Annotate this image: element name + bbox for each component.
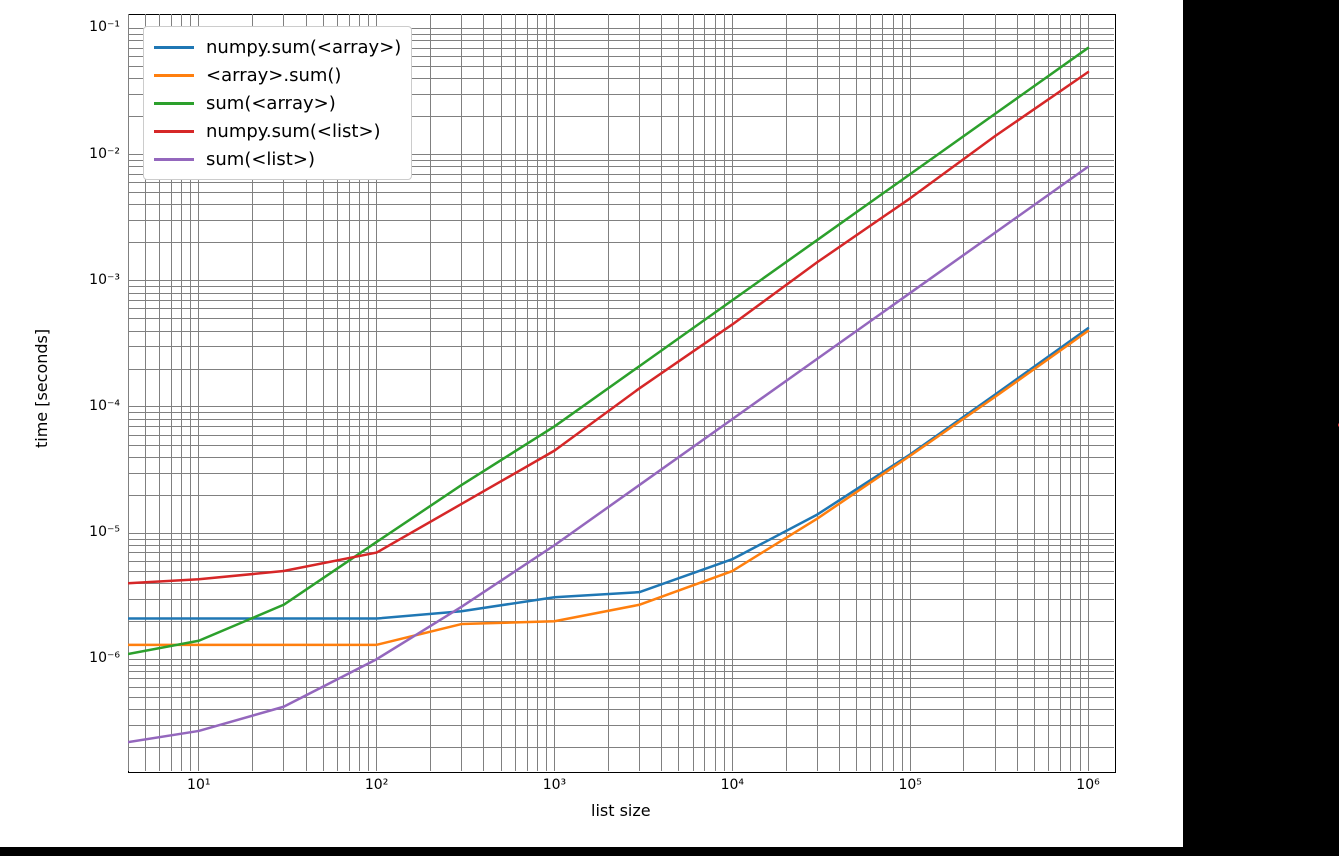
y-tick-label: 10⁻⁶ <box>89 650 120 666</box>
legend-label: sum(<array>) <box>206 93 336 114</box>
legend-label: numpy.sum(<list>) <box>206 121 381 142</box>
legend-item: <array>.sum() <box>154 61 401 89</box>
x-axis-label: list size <box>591 801 651 820</box>
legend-swatch <box>154 130 194 133</box>
legend-label: numpy.sum(<array>) <box>206 37 401 58</box>
y-axis-label: time [seconds] <box>32 328 51 447</box>
canvas: 10¹ 10² 10³ 10⁴ 10⁵ 10⁶ 10⁻⁶ 10⁻⁵ 10⁻⁴ 10⁻³ 10⁻² 10… <box>0 0 1339 856</box>
legend-item: numpy.sum(<array>) <box>154 33 401 61</box>
x-tick-label: 10⁵ <box>890 777 930 793</box>
x-tick-label: 10⁴ <box>712 777 752 793</box>
y-tick-label: 10⁻¹ <box>89 19 120 35</box>
legend-label: sum(<list>) <box>206 149 315 170</box>
x-tick-label: 10² <box>357 777 397 793</box>
series-line <box>128 328 1088 618</box>
y-tick-label: 10⁻³ <box>89 272 120 288</box>
legend-item: sum(<array>) <box>154 89 401 117</box>
y-tick-label: 10⁻⁵ <box>89 524 120 540</box>
legend-swatch <box>154 74 194 77</box>
series-line <box>128 331 1088 645</box>
y-tick-label: 10⁻⁴ <box>89 398 120 414</box>
x-tick-label: 10¹ <box>179 777 219 793</box>
x-tick-label: 10³ <box>534 777 574 793</box>
legend-swatch <box>154 102 194 105</box>
legend-swatch <box>154 46 194 49</box>
legend-item: sum(<list>) <box>154 145 401 173</box>
y-tick-label: 10⁻² <box>89 146 120 162</box>
legend-item: numpy.sum(<list>) <box>154 117 401 145</box>
legend-swatch <box>154 158 194 161</box>
series-line <box>128 167 1088 742</box>
black-region-bottom <box>0 847 1339 856</box>
black-region-right <box>1183 0 1339 856</box>
x-tick-label: 10⁶ <box>1068 777 1108 793</box>
legend-label: <array>.sum() <box>206 65 341 86</box>
legend: numpy.sum(<array>) <array>.sum() sum(<arra… <box>143 26 412 180</box>
